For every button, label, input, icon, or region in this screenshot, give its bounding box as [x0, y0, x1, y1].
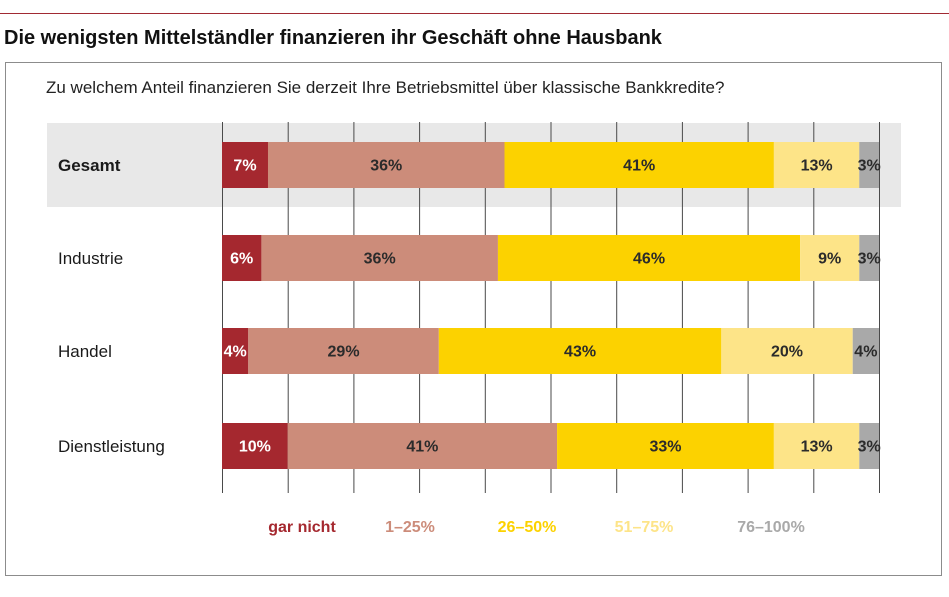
chart-frame — [5, 62, 942, 576]
bar-industrie-series-4 — [859, 235, 879, 281]
bar-gesamt-series-4 — [859, 142, 879, 188]
data-label-dienstleistung-series-1: 41% — [406, 439, 438, 456]
data-label-dienstleistung-series-0: 10% — [239, 439, 271, 456]
data-label-handel-series-0: 4% — [224, 344, 247, 361]
data-label-gesamt-series-0: 7% — [233, 158, 256, 175]
data-label-gesamt-series-3: 13% — [801, 158, 833, 175]
bar-dienstleistung-series-0 — [222, 423, 288, 469]
bar-gesamt-series-1 — [267, 142, 505, 188]
bar-handel-series-1 — [248, 328, 439, 374]
data-label-gesamt-series-4: 3% — [858, 158, 881, 175]
category-label-handel: Handel — [58, 342, 112, 361]
bar-dienstleistung-series-3 — [773, 423, 860, 469]
chart-question: Zu welchem Anteil finanzieren Sie derzei… — [46, 78, 725, 97]
legend-entry-2: 26–50% — [498, 519, 557, 536]
bar-dienstleistung-series-2 — [557, 423, 774, 469]
data-label-dienstleistung-series-2: 33% — [649, 439, 681, 456]
legend-entry-3: 51–75% — [615, 519, 674, 536]
data-label-industrie-series-0: 6% — [230, 251, 253, 268]
bar-handel-series-0 — [222, 328, 249, 374]
legend-entry-4: 76–100% — [737, 519, 805, 536]
data-label-dienstleistung-series-3: 13% — [801, 439, 833, 456]
bar-industrie-series-2 — [497, 235, 801, 281]
data-label-handel-series-1: 29% — [328, 344, 360, 361]
category-label-industrie: Industrie — [58, 249, 123, 268]
bar-industrie-series-3 — [800, 235, 860, 281]
bar-gesamt-series-3 — [773, 142, 860, 188]
data-label-handel-series-4: 4% — [854, 344, 877, 361]
category-label-gesamt: Gesamt — [58, 156, 121, 175]
legend-entry-1: 1–25% — [385, 519, 435, 536]
bar-dienstleistung-series-1 — [287, 423, 558, 469]
bar-handel-series-2 — [438, 328, 722, 374]
data-label-dienstleistung-series-4: 3% — [858, 439, 881, 456]
chart-title: Die wenigsten Mittelständler finanzieren… — [4, 27, 662, 49]
data-label-industrie-series-3: 9% — [818, 251, 841, 268]
bar-handel-series-4 — [852, 328, 879, 374]
data-label-handel-series-2: 43% — [564, 344, 596, 361]
legend-entry-0: gar nicht — [268, 519, 336, 536]
top-rule — [0, 13, 949, 14]
bar-gesamt-series-0 — [222, 142, 268, 188]
data-label-gesamt-series-1: 36% — [370, 158, 402, 175]
category-label-dienstleistung: Dienstleistung — [58, 437, 165, 456]
data-label-industrie-series-2: 46% — [633, 251, 665, 268]
data-label-handel-series-3: 20% — [771, 344, 803, 361]
bar-industrie-series-0 — [222, 235, 262, 281]
data-label-industrie-series-4: 3% — [858, 251, 881, 268]
data-label-industrie-series-1: 36% — [364, 251, 396, 268]
bar-dienstleistung-series-4 — [859, 423, 879, 469]
bar-handel-series-3 — [721, 328, 853, 374]
bar-industrie-series-1 — [261, 235, 498, 281]
data-label-gesamt-series-2: 41% — [623, 158, 655, 175]
bar-gesamt-series-2 — [504, 142, 774, 188]
